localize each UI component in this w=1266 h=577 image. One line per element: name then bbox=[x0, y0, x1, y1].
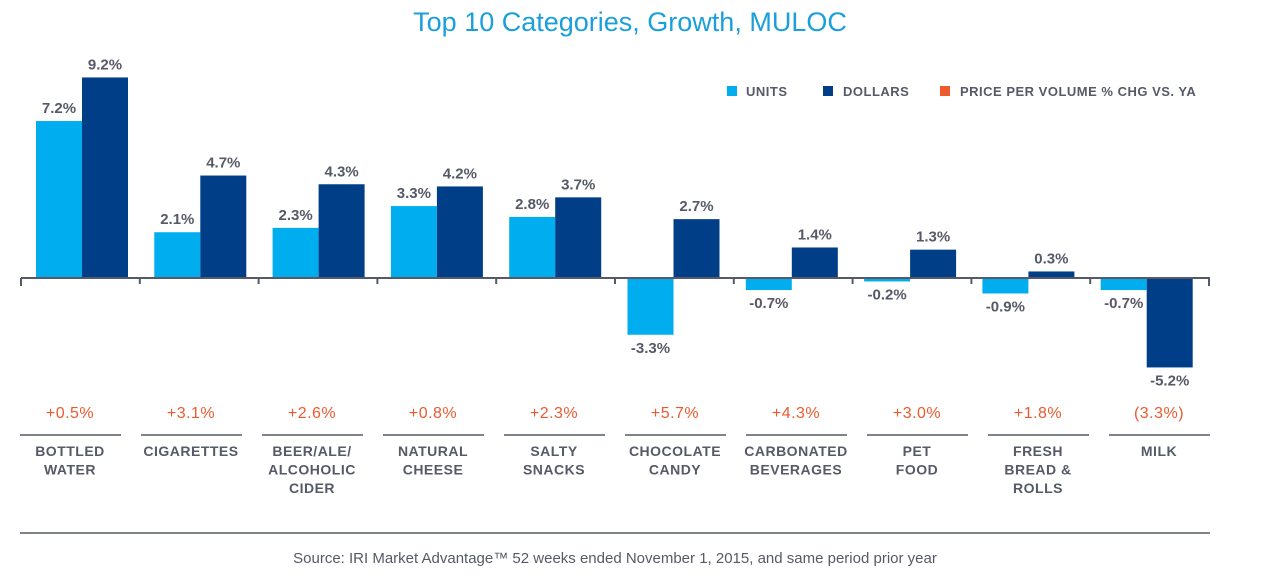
data-label-units-2: 2.3% bbox=[278, 207, 312, 224]
data-label-dollars-3: 4.2% bbox=[443, 165, 477, 182]
bar-dollars-6 bbox=[791, 247, 838, 278]
bar-dollars-1 bbox=[200, 175, 247, 278]
data-label-units-8: -0.9% bbox=[986, 298, 1025, 315]
category-label-5: CANDY bbox=[649, 462, 701, 478]
legend-label-units: UNITS bbox=[746, 84, 788, 99]
data-label-units-7: -0.2% bbox=[868, 286, 907, 303]
bar-dollars-5 bbox=[673, 219, 720, 278]
data-label-dollars-0: 9.2% bbox=[88, 56, 122, 73]
price-label-5: +5.7% bbox=[651, 405, 699, 422]
bar-dollars-4 bbox=[555, 197, 602, 278]
price-label-0: +0.5% bbox=[46, 405, 94, 422]
bar-dollars-9 bbox=[1146, 278, 1193, 368]
legend-label-price: PRICE PER VOLUME % CHG VS. YA bbox=[960, 84, 1196, 99]
category-label-8: BREAD & bbox=[1004, 462, 1071, 478]
data-label-dollars-5: 2.7% bbox=[679, 198, 713, 215]
price-label-1: +3.1% bbox=[167, 405, 215, 422]
category-label-7: PET bbox=[903, 443, 932, 459]
legend: UNITS DOLLARS PRICE PER VOLUME % CHG VS.… bbox=[727, 84, 1196, 99]
price-label-7: +3.0% bbox=[893, 405, 941, 422]
category-label-5: CHOCOLATE bbox=[629, 443, 721, 459]
data-label-units-1: 2.1% bbox=[160, 211, 194, 228]
category-label-6: CARBONATED bbox=[744, 443, 848, 459]
category-label-0: WATER bbox=[44, 462, 96, 478]
category-label-2: BEER/ALE/ bbox=[272, 443, 351, 459]
bar-units-2 bbox=[272, 227, 319, 278]
category-label-8: ROLLS bbox=[1013, 480, 1063, 496]
price-label-4: +2.3% bbox=[530, 405, 578, 422]
bar-dollars-2 bbox=[318, 184, 365, 278]
category-label-3: CHEESE bbox=[403, 462, 464, 478]
category-label-2: CIDER bbox=[289, 480, 335, 496]
data-label-units-9: -0.7% bbox=[1104, 295, 1143, 312]
bar-units-7 bbox=[864, 278, 911, 282]
data-label-dollars-9: -5.2% bbox=[1150, 372, 1189, 389]
price-label-8: +1.8% bbox=[1014, 405, 1062, 422]
bar-units-6 bbox=[745, 278, 792, 291]
category-label-6: BEVERAGES bbox=[750, 462, 842, 478]
category-label-8: FRESH bbox=[1013, 443, 1063, 459]
data-label-units-6: -0.7% bbox=[749, 295, 788, 312]
source-note: Source: IRI Market Advantage™ 52 weeks e… bbox=[293, 550, 937, 567]
category-label-9: MILK bbox=[1141, 443, 1177, 459]
bar-units-9 bbox=[1100, 278, 1147, 291]
data-label-units-4: 2.8% bbox=[515, 196, 549, 213]
data-label-units-3: 3.3% bbox=[397, 185, 431, 202]
legend-label-dollars: DOLLARS bbox=[843, 84, 909, 99]
bar-units-4 bbox=[509, 216, 556, 278]
bar-units-3 bbox=[390, 206, 437, 278]
data-label-units-5: -3.3% bbox=[631, 340, 670, 357]
bar-units-5 bbox=[627, 278, 674, 335]
bar-dollars-3 bbox=[436, 186, 483, 278]
bar-units-1 bbox=[154, 232, 201, 278]
bar-units-0 bbox=[36, 121, 82, 278]
bar-units-8 bbox=[982, 278, 1029, 294]
legend-swatch-units bbox=[727, 86, 737, 96]
category-label-2: ALCOHOLIC bbox=[268, 462, 356, 478]
data-label-dollars-4: 3.7% bbox=[561, 176, 595, 193]
data-label-units-0: 7.2% bbox=[42, 100, 76, 117]
category-label-0: BOTTLED bbox=[35, 443, 105, 459]
data-label-dollars-6: 1.4% bbox=[798, 226, 832, 243]
data-label-dollars-7: 1.3% bbox=[916, 229, 950, 246]
data-label-dollars-2: 4.3% bbox=[324, 163, 358, 180]
bar-dollars-7 bbox=[910, 249, 957, 278]
data-label-dollars-1: 4.7% bbox=[206, 155, 240, 172]
category-label-3: NATURAL bbox=[398, 443, 468, 459]
price-label-6: +4.3% bbox=[772, 405, 820, 422]
price-label-2: +2.6% bbox=[288, 405, 336, 422]
category-label-4: SNACKS bbox=[523, 462, 585, 478]
price-label-3: +0.8% bbox=[409, 405, 457, 422]
legend-swatch-dollars bbox=[823, 86, 833, 96]
chart-title: Top 10 Categories, Growth, MULOC bbox=[413, 7, 847, 37]
price-label-9: (3.3%) bbox=[1134, 405, 1184, 422]
category-label-4: SALTY bbox=[530, 443, 578, 459]
bar-dollars-8 bbox=[1028, 271, 1075, 278]
legend-swatch-price bbox=[940, 86, 950, 96]
category-label-1: CIGARETTES bbox=[143, 443, 238, 459]
data-label-dollars-8: 0.3% bbox=[1034, 250, 1068, 267]
category-label-7: FOOD bbox=[896, 462, 938, 478]
bar-dollars-0 bbox=[82, 77, 128, 278]
